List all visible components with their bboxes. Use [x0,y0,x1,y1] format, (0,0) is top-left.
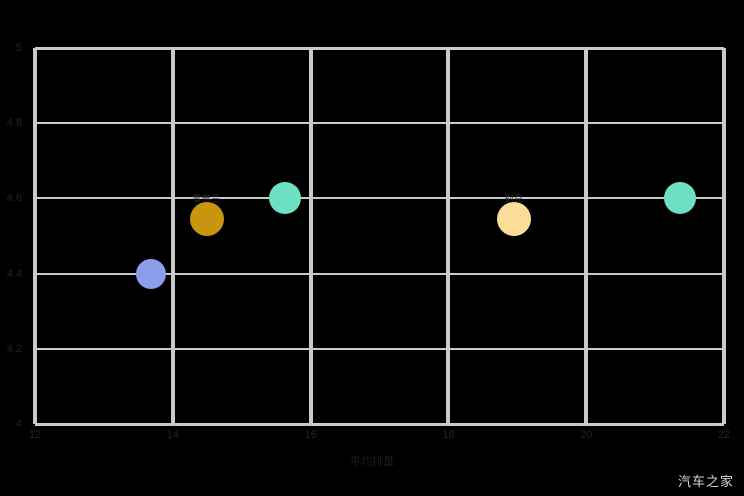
grid-line-horizontal [35,197,724,200]
grid-line-horizontal [35,122,724,125]
x-axis-tick-label: 20 [580,429,593,441]
plot-area [33,47,726,426]
grid-line-horizontal [35,272,724,275]
data-point-marker[interactable] [189,202,224,237]
y-axis-tick-label: 4 [15,418,22,430]
y-axis-tick-label: 4.2 [6,342,22,355]
x-axis-tick-label: 18 [442,429,455,441]
data-point-annotation: 别克 [504,193,524,204]
grid-line-vertical [308,48,313,424]
watermark-label: 汽车之家 [677,474,734,489]
x-axis-tick-label: 22 [717,429,731,441]
x-axis-tick-label: 14 [166,429,179,441]
y-axis-tick-label: 4.8 [6,117,22,130]
grid-line-vertical [33,48,37,424]
data-point-marker[interactable] [496,202,531,237]
y-axis-tick-label: 5 [15,42,22,54]
x-axis-title: 平均排量 [350,456,394,468]
grid-line-vertical [170,48,175,424]
data-point-annotation: 雪佛兰 [192,193,221,204]
grid-line-vertical [446,48,451,424]
data-point-marker[interactable] [135,258,166,289]
grid-line-vertical [584,48,589,424]
x-axis-tick-label: 16 [304,429,317,441]
y-axis-tick-label: 4.6 [6,192,22,205]
grid-line-vertical [722,48,726,424]
grid-line-horizontal [35,347,724,350]
x-axis-tick-label: 12 [28,429,42,441]
y-axis-tick-label: 4.4 [6,267,22,280]
grid-line-horizontal [35,47,724,50]
grid-line-horizontal [35,423,724,426]
data-point-marker[interactable] [269,182,302,215]
data-point-marker[interactable] [663,182,696,215]
